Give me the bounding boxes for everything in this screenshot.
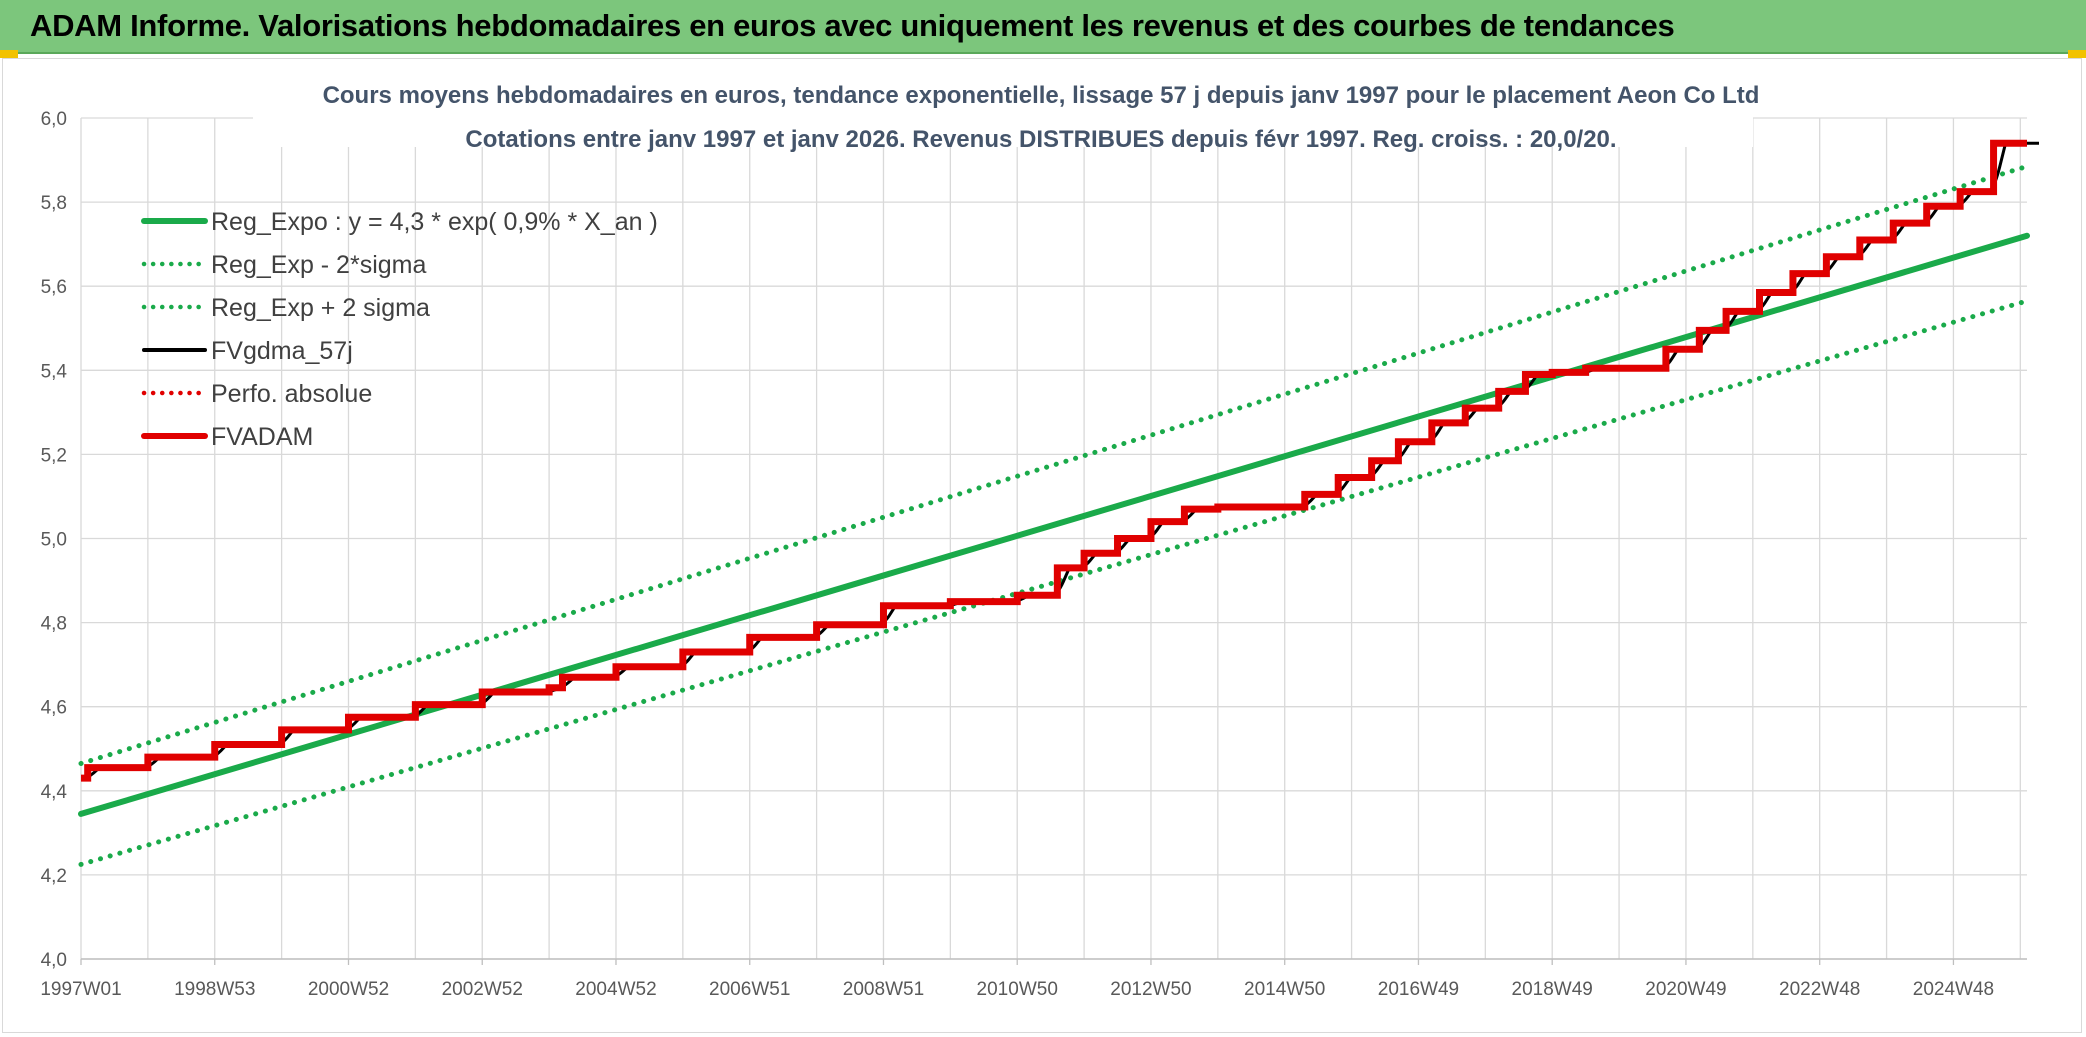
chart-svg: 4,0 4,2 4,4 4,6 4,8 5,0 5,2 5,4 5,6 5,8 6,0 1997W01… (40, 63, 2039, 1000)
x-tick-label: 2022W48 (1779, 979, 1860, 1000)
x-tick-label: 2000W52 (308, 979, 389, 1000)
x-tick-label: 2012W50 (1110, 979, 1191, 1000)
x-tick-label: 2018W49 (1512, 979, 1593, 1000)
x-tick-label: 2014W50 (1244, 979, 1325, 1000)
x-tick-label: 1997W01 (40, 979, 121, 1000)
header-banner: ADAM Informe. Valorisations hebdomadaire… (0, 0, 2086, 54)
page-title: ADAM Informe. Valorisations hebdomadaire… (30, 8, 1675, 43)
series-fvadam (81, 139, 2027, 782)
x-tick-label: 2020W49 (1645, 979, 1726, 1000)
y-tick-label: 5,8 (41, 193, 67, 214)
x-tick-label: 2002W52 (442, 979, 523, 1000)
legend-label: Reg_Expo : y = 4,3 * exp( 0,9% * X_an ) (211, 208, 658, 236)
corner-mark-left (0, 50, 18, 58)
grid (80, 117, 2027, 960)
series-layer (78, 139, 2039, 867)
x-tick-label: 2006W51 (709, 979, 790, 1000)
series-reg-plus-2sigma (78, 163, 2030, 766)
y-tick-label: 4,8 (41, 614, 67, 635)
y-tick-label: 6,0 (41, 109, 67, 130)
y-tick-label: 5,0 (41, 530, 67, 551)
chart-subtitle: Cotations entre janv 1997 et janv 2026. … (465, 126, 1616, 153)
x-tick-label: 1998W53 (174, 979, 255, 1000)
chart-area: 4,0 4,2 4,4 4,6 4,8 5,0 5,2 5,4 5,6 5,8 6,0 1997W01… (2, 58, 2082, 1033)
corner-mark-right (2068, 50, 2086, 58)
legend-label: Reg_Exp - 2*sigma (211, 251, 426, 279)
x-tick-label: 2024W48 (1913, 979, 1994, 1000)
legend-label: Perfo. absolue (211, 380, 372, 408)
y-tick-label: 5,6 (41, 277, 67, 298)
x-tick-label: 2010W50 (977, 979, 1058, 1000)
chart-title: Cours moyens hebdomadaires en euros, ten… (323, 82, 1760, 109)
axes: 4,0 4,2 4,4 4,6 4,8 5,0 5,2 5,4 5,6 5,8 6,0 1997W01… (40, 109, 2027, 1000)
y-tick-label: 4,0 (41, 950, 67, 971)
x-tick-label: 2008W51 (843, 979, 924, 1000)
legend-label: Reg_Exp + 2 sigma (211, 294, 430, 322)
series-reg-expo (78, 232, 2030, 817)
y-tick-label: 4,2 (41, 866, 67, 887)
y-tick-label: 5,2 (41, 445, 67, 466)
legend-label: FVgdma_57j (211, 337, 353, 365)
y-tick-label: 4,4 (41, 782, 68, 803)
x-tick-label: 2016W49 (1378, 979, 1459, 1000)
title-background (253, 63, 1753, 147)
y-tick-label: 5,4 (41, 361, 68, 382)
series-reg-minus-2sigma (78, 298, 2030, 867)
legend: Reg_Expo : y = 4,3 * exp( 0,9% * X_an ) R… (141, 208, 658, 451)
legend-label: FVADAM (211, 423, 313, 451)
y-tick-label: 4,6 (41, 698, 67, 719)
series-fvgdma-57j (81, 141, 2039, 780)
x-tick-label: 2004W52 (575, 979, 656, 1000)
